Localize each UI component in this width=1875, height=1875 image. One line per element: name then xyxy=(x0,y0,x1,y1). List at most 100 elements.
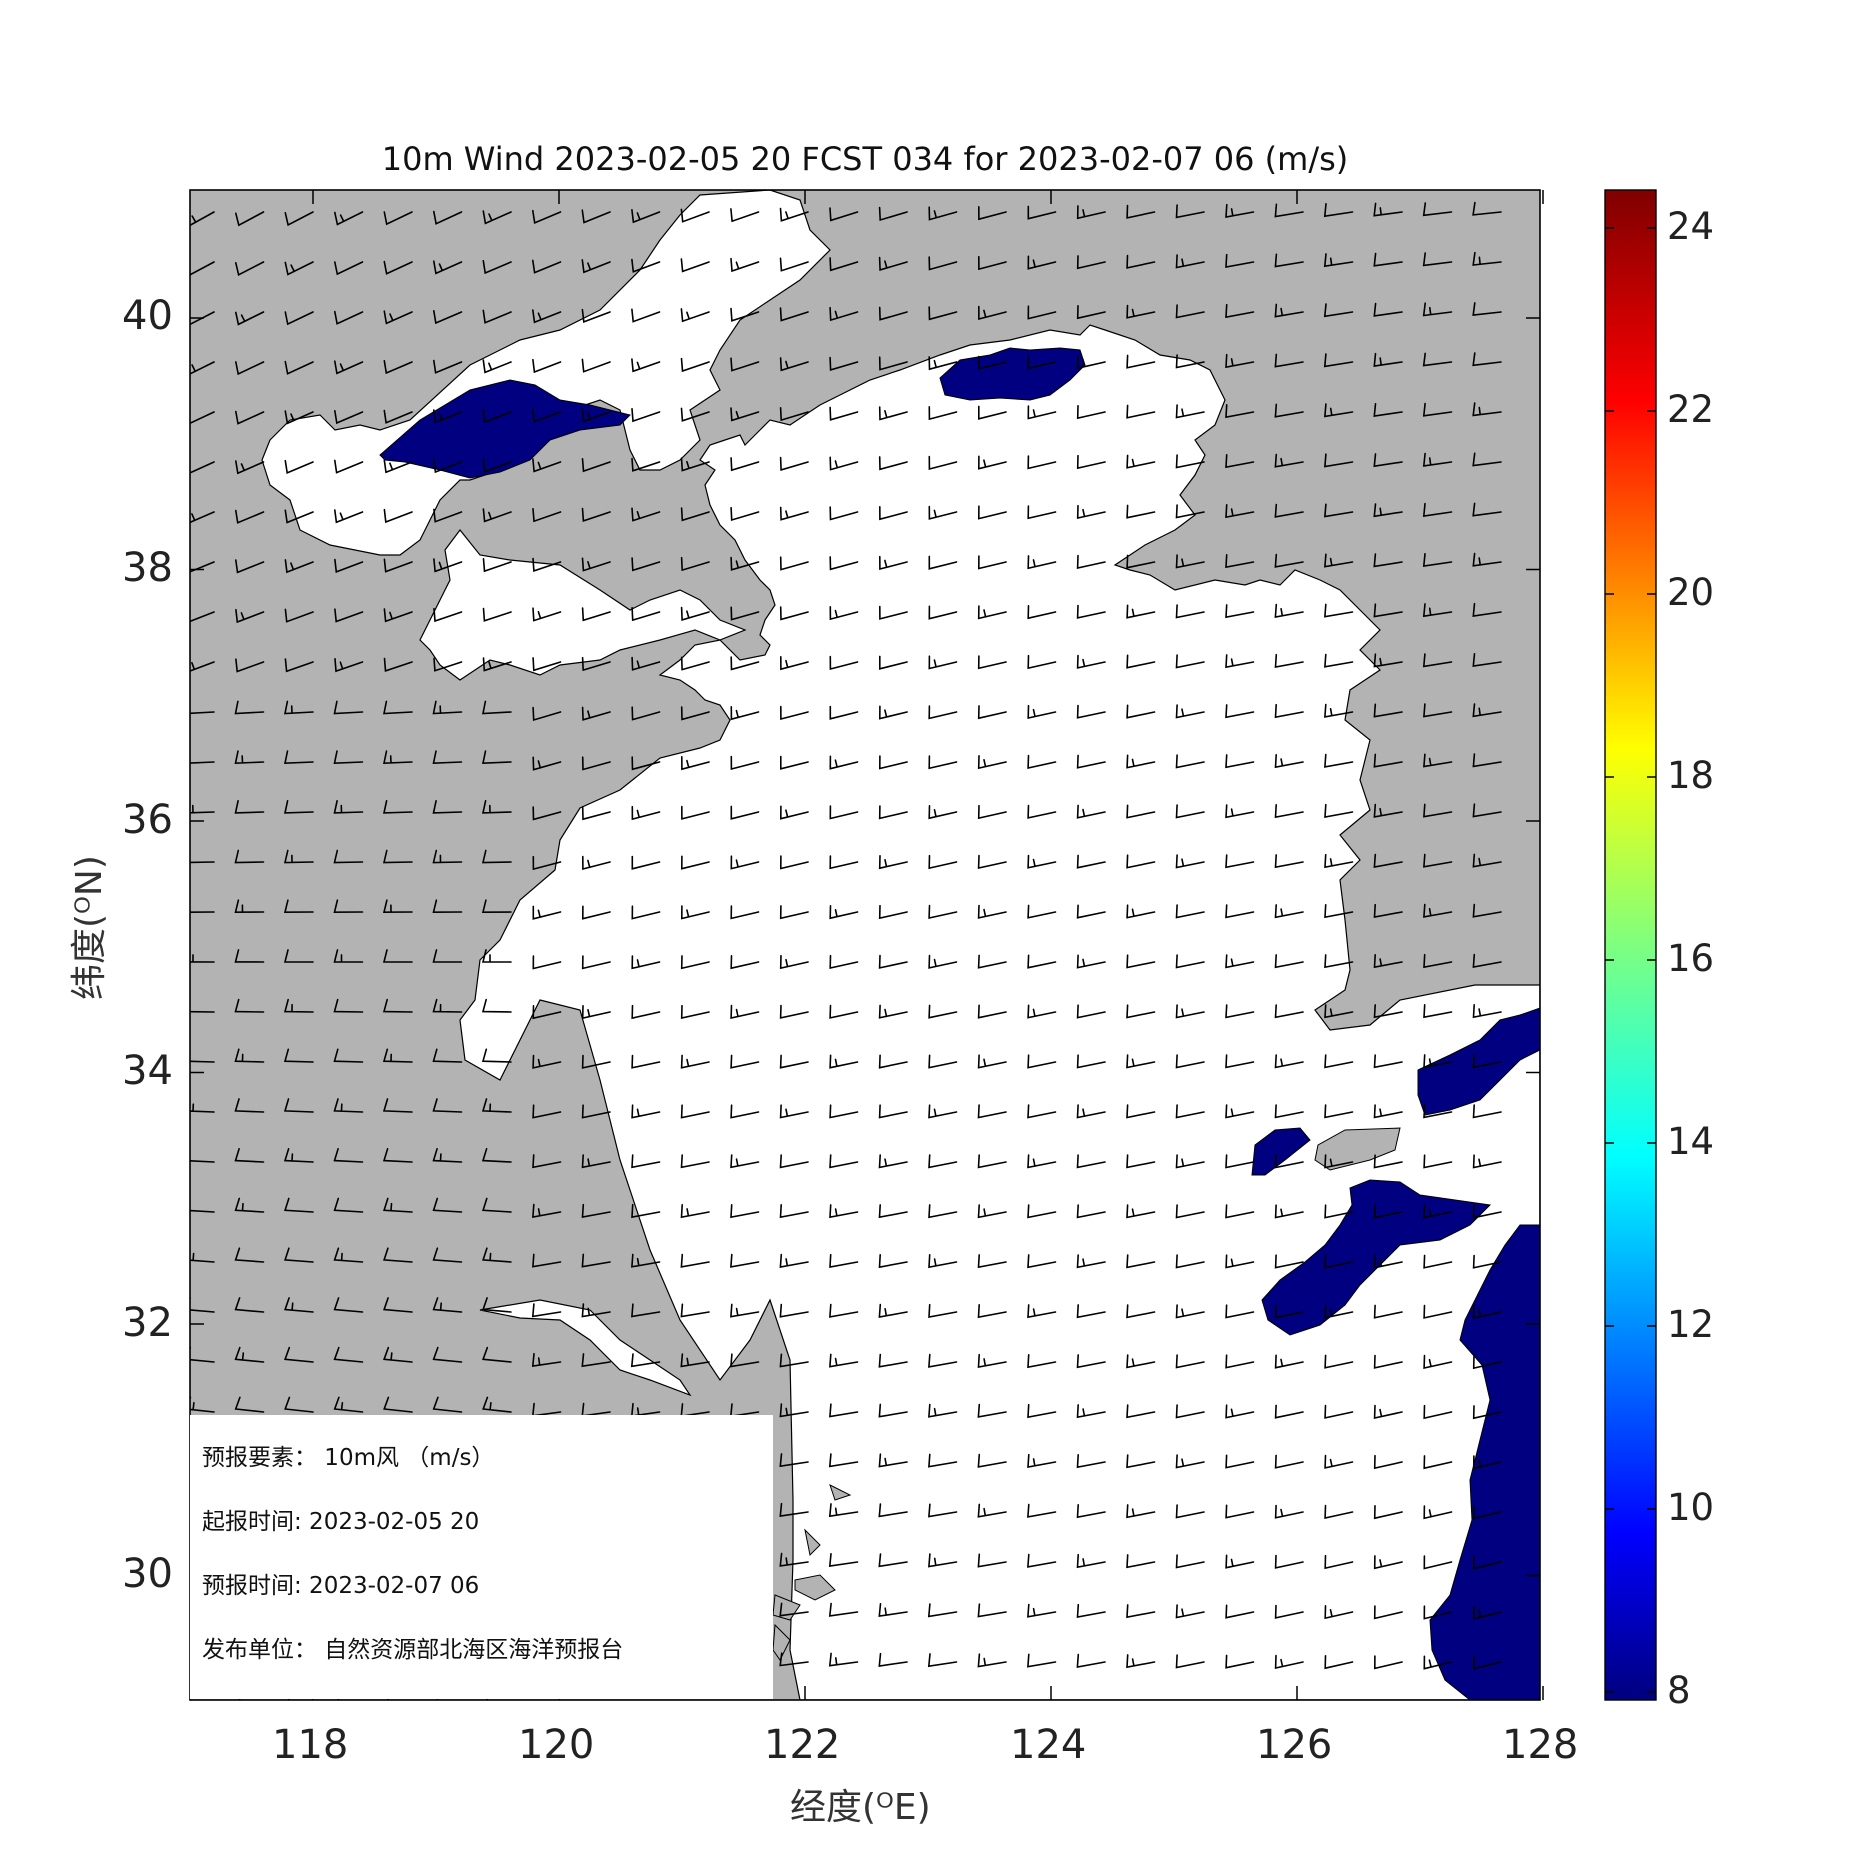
wind-barb xyxy=(581,308,611,324)
wind-barb xyxy=(681,805,710,820)
wind-barb xyxy=(780,1703,808,1715)
wind-barb xyxy=(482,260,512,275)
wind-barb xyxy=(1175,704,1205,719)
wind-barb xyxy=(631,209,661,224)
wind-barb xyxy=(779,805,809,820)
wind-barb xyxy=(1423,1254,1453,1269)
colorbar-tick-label: 20 xyxy=(1667,571,1715,614)
wind-barb xyxy=(878,1652,908,1667)
wind-barb xyxy=(1175,1004,1205,1019)
wind-barb xyxy=(1027,804,1057,819)
wind-barb xyxy=(283,899,314,914)
wind-barb xyxy=(829,1253,859,1268)
wind-barb xyxy=(928,755,958,770)
wind-barb xyxy=(1076,255,1106,270)
wind-barb xyxy=(1027,704,1057,720)
wind-barb xyxy=(829,1104,859,1119)
wind-barb xyxy=(383,750,413,765)
wind-barb xyxy=(680,606,710,621)
wind-barb xyxy=(977,455,1007,470)
wind-barb xyxy=(928,1054,958,1069)
wind-barb xyxy=(1126,1254,1156,1269)
wind-barb xyxy=(1076,454,1106,470)
wind-barb xyxy=(928,356,958,371)
high-wind-area xyxy=(939,347,1086,401)
wind-barb xyxy=(235,608,265,624)
wind-barb xyxy=(878,1303,908,1318)
high-wind-area xyxy=(379,379,631,479)
high-wind-area xyxy=(1261,1179,1492,1336)
wind-barb xyxy=(928,1403,958,1418)
wind-barb xyxy=(680,656,710,671)
wind-barb xyxy=(1274,503,1304,518)
wind-barb xyxy=(1373,453,1403,468)
wind-barb xyxy=(631,308,661,323)
wind-barb xyxy=(532,557,562,572)
wind-barb xyxy=(829,456,859,471)
wind-barb xyxy=(1373,1555,1403,1570)
wind-barb xyxy=(828,1602,859,1617)
wind-barb xyxy=(1274,1354,1304,1369)
wind-barb xyxy=(481,849,512,864)
x-tick-label: 126 xyxy=(1256,1722,1333,1768)
wind-barb xyxy=(1274,1004,1304,1019)
wind-barb xyxy=(779,1602,809,1617)
wind-barb xyxy=(482,1297,512,1313)
wind-barb xyxy=(1225,654,1255,669)
wind-barb xyxy=(977,755,1007,770)
wind-barb xyxy=(1423,853,1453,868)
wind-barb xyxy=(234,700,265,715)
wind-barb xyxy=(1225,1104,1255,1119)
wind-barb xyxy=(632,1702,660,1714)
wind-barb xyxy=(234,899,265,914)
wind-barb xyxy=(779,1104,809,1119)
wind-barb xyxy=(433,359,463,374)
wind-barb xyxy=(1325,1706,1352,1718)
wind-barb xyxy=(829,257,859,272)
wind-barb xyxy=(1027,305,1057,320)
wind-barb xyxy=(779,1204,809,1219)
wind-barb xyxy=(928,1004,958,1019)
wind-barb xyxy=(482,458,512,473)
wind-barb xyxy=(1126,1204,1156,1219)
wind-barb xyxy=(928,1104,958,1119)
wind-barb xyxy=(334,310,364,325)
wind-barb xyxy=(978,355,1007,370)
wind-barb xyxy=(433,508,463,523)
wind-barb xyxy=(1423,1154,1453,1169)
wind-barb xyxy=(532,209,562,225)
wind-barb xyxy=(234,949,265,963)
wind-barb xyxy=(532,408,562,423)
wind-barb xyxy=(1175,1154,1205,1169)
wind-barb xyxy=(878,1553,908,1568)
wind-barb xyxy=(1076,1004,1106,1019)
wind-barb xyxy=(878,1204,908,1219)
wind-barb xyxy=(730,457,760,472)
wind-barb xyxy=(829,406,859,421)
wind-barb xyxy=(533,1702,561,1714)
wind-barb xyxy=(1324,1154,1354,1169)
wind-barb xyxy=(631,955,661,970)
wind-barb xyxy=(1126,354,1156,369)
wind-barb xyxy=(878,904,908,920)
wind-barb xyxy=(631,557,661,572)
wind-barb xyxy=(779,506,809,521)
wind-barb xyxy=(190,1346,215,1363)
wind-barb xyxy=(977,655,1007,670)
colorbar xyxy=(1604,189,1657,1701)
wind-barb xyxy=(1126,954,1156,969)
wind-barb xyxy=(1126,304,1156,319)
wind-barb xyxy=(1423,1304,1453,1319)
wind-barb xyxy=(190,411,215,425)
wind-barb xyxy=(1472,903,1502,918)
wind-barb xyxy=(1472,552,1502,567)
wind-barb xyxy=(879,655,908,670)
wind-barb xyxy=(1324,453,1354,468)
wind-barb xyxy=(1324,1104,1354,1119)
wind-barb xyxy=(482,750,512,765)
wind-barb xyxy=(481,1098,512,1113)
wind-barb xyxy=(730,1204,760,1219)
wind-barb xyxy=(977,1553,1007,1568)
wind-barb xyxy=(234,1048,265,1063)
wind-barb xyxy=(190,1247,215,1263)
